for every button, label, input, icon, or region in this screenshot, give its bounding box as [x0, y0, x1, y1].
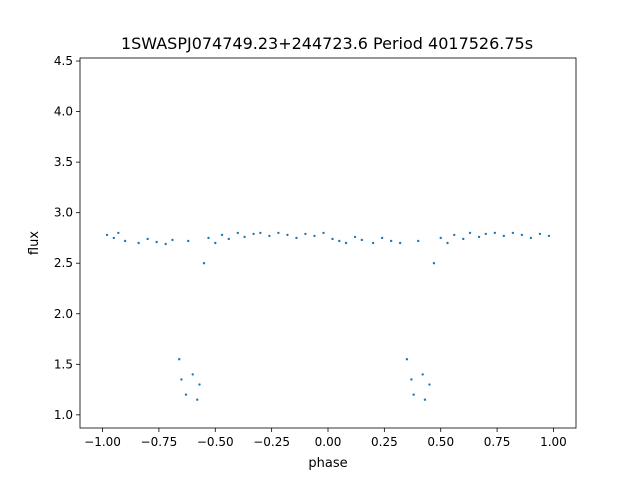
y-axis-label: flux [27, 231, 42, 255]
data-point [304, 232, 307, 236]
data-point [493, 231, 497, 235]
data-point [538, 232, 542, 236]
data-point [220, 233, 224, 237]
chart-title: 1SWASPJ074749.23+244723.6 Period 4017526… [121, 34, 533, 53]
x-axis: −1.00 −0.75 −0.50 −0.25 0.00 0.25 0.50 0.75 1.00 [84, 428, 567, 449]
data-point [520, 233, 524, 237]
data-point [353, 235, 357, 239]
data-point [198, 383, 201, 386]
y-tick-label: 2.0 [54, 307, 73, 321]
data-point [252, 232, 255, 236]
data-point [187, 239, 190, 243]
data-point [529, 236, 533, 240]
y-axis: 1.0 1.5 2.0 2.5 3.0 3.5 4.0 4.5 [54, 54, 80, 422]
x-axis-label: phase [308, 456, 347, 471]
data-point [178, 358, 181, 361]
plot-frame [79, 57, 577, 429]
y-tick-label: 4.0 [54, 105, 73, 119]
data-point [112, 236, 116, 240]
data-point [432, 262, 436, 265]
data-point [344, 241, 348, 245]
data-point [123, 239, 127, 243]
data-point [547, 234, 551, 238]
data-point [398, 241, 402, 245]
y-tick-label: 3.5 [54, 155, 73, 169]
y-tick-label: 1.5 [54, 357, 73, 371]
data-point [446, 241, 449, 245]
data-point [184, 393, 188, 396]
x-tick-label: 0.25 [371, 435, 398, 449]
data-point [155, 240, 158, 244]
data-point [243, 235, 246, 239]
data-point [423, 398, 427, 401]
data-point [313, 234, 316, 238]
data-point [453, 233, 456, 237]
x-tick-label: 0.00 [315, 435, 342, 449]
x-tick-label: 0.50 [427, 435, 454, 449]
data-point [259, 231, 262, 235]
data-point [180, 378, 183, 381]
data-point [146, 237, 149, 241]
data-point [410, 378, 413, 381]
data-point [484, 232, 488, 236]
data-point [338, 239, 341, 243]
data-point [137, 241, 140, 245]
y-tick-label: 2.5 [54, 256, 73, 270]
data-point [462, 237, 465, 241]
data-point [511, 231, 515, 235]
data-point [468, 231, 472, 235]
data-point [171, 238, 174, 242]
y-tick-label: 3.0 [54, 206, 73, 220]
data-point [389, 239, 393, 243]
x-tick-label: −1.00 [84, 435, 121, 449]
data-point [236, 231, 240, 235]
data-point [428, 383, 431, 386]
y-tick-label: 4.5 [54, 54, 73, 68]
data-point [360, 238, 364, 242]
x-tick-label: −0.50 [197, 435, 234, 449]
data-point [331, 237, 334, 241]
data-point [295, 236, 298, 240]
x-tick-label: 0.75 [484, 435, 511, 449]
data-point [405, 358, 409, 361]
data-point [214, 241, 217, 245]
y-tick-label: 1.0 [54, 408, 73, 422]
data-point [371, 241, 375, 245]
data-point [227, 237, 230, 241]
x-tick-label: −0.25 [253, 435, 290, 449]
data-point [421, 373, 424, 376]
data-point [207, 236, 210, 240]
data-point [416, 239, 420, 243]
data-point [286, 233, 289, 237]
data-point [196, 398, 199, 401]
data-point [105, 233, 109, 237]
data-point [380, 236, 384, 240]
data-point [439, 236, 442, 240]
data-point [164, 242, 167, 246]
data-point [117, 231, 120, 235]
data-point [502, 234, 506, 238]
data-point [202, 262, 206, 265]
data-point [191, 373, 194, 376]
data-point [412, 393, 415, 396]
data-point [268, 234, 271, 238]
scatter-points [105, 231, 551, 401]
x-tick-label: −0.75 [141, 435, 178, 449]
data-point [277, 231, 280, 235]
data-point [322, 231, 325, 235]
x-tick-label: 1.00 [540, 435, 567, 449]
data-point [477, 235, 481, 239]
